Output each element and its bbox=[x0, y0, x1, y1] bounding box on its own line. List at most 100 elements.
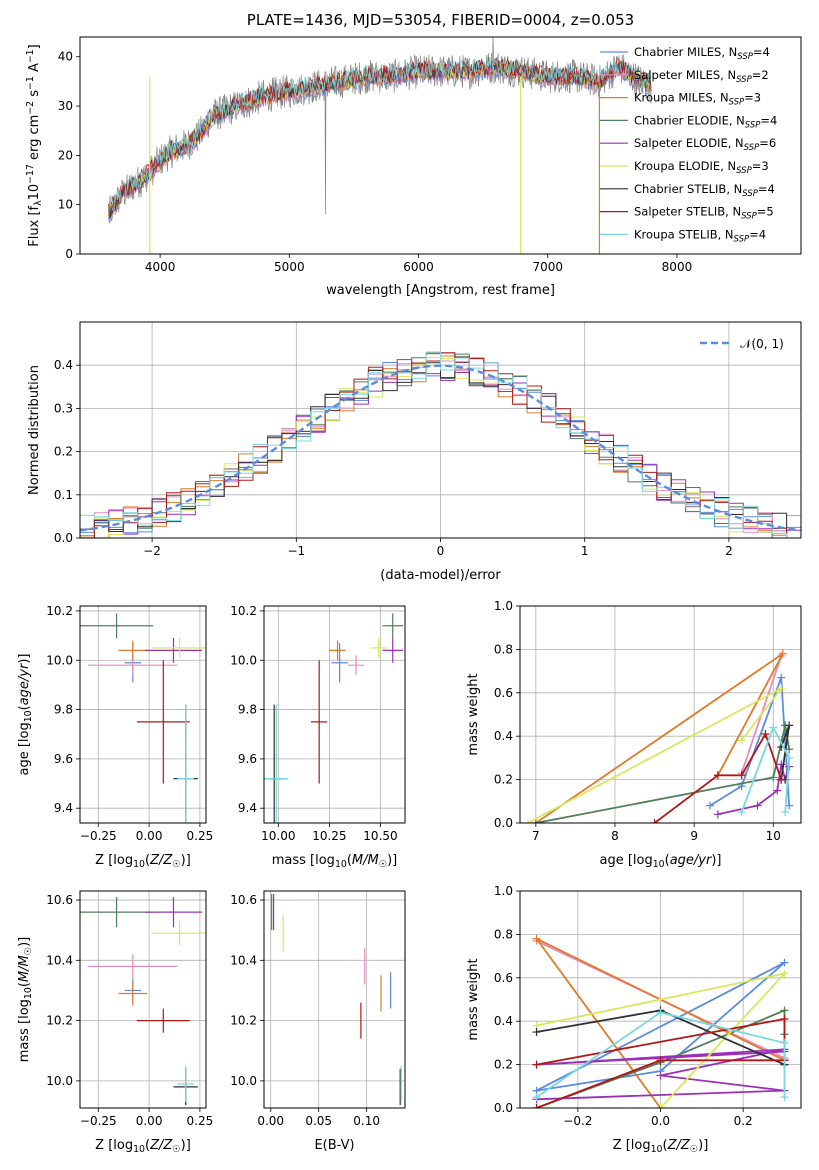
weight-point bbox=[705, 801, 714, 810]
axes-frame bbox=[263, 605, 406, 824]
y-tick-label: 9.4 bbox=[54, 801, 73, 815]
age-vs-metallicity-panel: −0.25 0.00 0.25 9.4 9.6 9.8 10.0 10.2 Z [log10(Z… bbox=[17, 604, 213, 870]
model-spectrum bbox=[108, 54, 652, 215]
weight-point bbox=[780, 1093, 789, 1102]
y-tick-label: 40 bbox=[58, 50, 73, 64]
x-tick-label: 0.05 bbox=[305, 1114, 332, 1128]
axes-frame bbox=[79, 321, 802, 539]
mass-vs-ebv-panel: 0.00 0.05 0.10 10.0 10.2 10.4 10.6 E(B-V) bbox=[230, 890, 406, 1153]
axes-frame bbox=[519, 605, 802, 824]
x-axis-label: Z [log10(Z/Z☉)] bbox=[95, 853, 191, 870]
x-tick-label: 0.00 bbox=[136, 829, 163, 843]
y-tick-label: 30 bbox=[58, 99, 73, 113]
y-tick-label: 0.4 bbox=[494, 1014, 513, 1028]
x-tick-label: 10.50 bbox=[363, 829, 397, 843]
weight-line bbox=[709, 677, 790, 807]
x-axis-label: Z [log10(Z/Z☉)] bbox=[613, 1138, 709, 1155]
y-tick-label: 10.4 bbox=[230, 953, 257, 967]
y-tick-label: 10.0 bbox=[46, 1074, 73, 1088]
weight-point bbox=[769, 723, 778, 732]
normal-curve bbox=[80, 364, 799, 532]
weight-line bbox=[717, 764, 790, 816]
y-tick-label: 0.6 bbox=[494, 686, 513, 700]
legend-label: 𝒩(0, 1) bbox=[740, 337, 784, 351]
x-tick-label: −2 bbox=[143, 544, 161, 558]
plot-area bbox=[532, 934, 789, 1108]
x-tick-label: 0.25 bbox=[187, 829, 214, 843]
x-tick-label: 10.00 bbox=[261, 829, 295, 843]
plot-area bbox=[108, 37, 652, 254]
y-tick-label: 0.3 bbox=[54, 401, 73, 415]
axes-frame bbox=[79, 605, 207, 824]
y-tick-label: 0.4 bbox=[54, 358, 73, 372]
x-tick-label: 0.10 bbox=[353, 1114, 380, 1128]
y-tick-label: 10 bbox=[58, 198, 73, 212]
x-tick-label: 8 bbox=[611, 829, 619, 843]
y-tick-label: 0.8 bbox=[494, 927, 513, 941]
weight-point bbox=[780, 958, 789, 967]
y-tick-label: 10.2 bbox=[46, 1014, 73, 1028]
legend-label: Chabrier MILES, NSSP=4 bbox=[634, 45, 770, 62]
weight-point bbox=[650, 819, 659, 823]
residual-panel: −2 −1 0 1 2 0.0 0.1 0.2 0.3 0.4 (data-model)/error… bbox=[27, 321, 802, 583]
weight-point bbox=[777, 684, 786, 693]
weight-point bbox=[773, 786, 782, 795]
y-tick-label: 10.0 bbox=[46, 653, 73, 667]
weight-line bbox=[535, 652, 784, 823]
y-tick-label: 10.2 bbox=[230, 1014, 257, 1028]
weight-point bbox=[532, 934, 541, 943]
weight-line bbox=[740, 725, 791, 813]
x-tick-label: 9 bbox=[690, 829, 698, 843]
weight-point bbox=[531, 819, 540, 823]
x-tick-label: 10 bbox=[766, 829, 781, 843]
x-axis-label: mass [log10(M/M☉)] bbox=[272, 853, 398, 870]
axes-frame bbox=[263, 890, 406, 1109]
weight-point bbox=[737, 771, 746, 780]
x-tick-label: 6000 bbox=[403, 260, 434, 274]
weight-point bbox=[753, 801, 762, 810]
y-tick-label: 10.2 bbox=[46, 604, 73, 618]
y-tick-label: 10.6 bbox=[46, 893, 73, 907]
plot-area bbox=[264, 613, 403, 823]
y-axis-label: mass [log10(M/M☉)] bbox=[17, 937, 34, 1063]
weight-line bbox=[536, 961, 786, 1092]
y-tick-label: 10.0 bbox=[230, 653, 257, 667]
weight-line bbox=[527, 687, 782, 823]
y-tick-label: 0 bbox=[65, 247, 73, 261]
weight-point bbox=[780, 1038, 789, 1047]
y-tick-label: 10.2 bbox=[230, 604, 257, 618]
weight-point bbox=[713, 810, 722, 819]
y-tick-label: 10.6 bbox=[230, 893, 257, 907]
weight-point bbox=[780, 1015, 789, 1024]
y-tick-label: 10.0 bbox=[230, 1074, 257, 1088]
weight-point bbox=[532, 1028, 541, 1037]
weight-point bbox=[656, 1008, 665, 1017]
y-axis-label: Normed distribution bbox=[27, 365, 42, 495]
y-tick-label: 0.2 bbox=[494, 773, 513, 787]
x-tick-label: 4000 bbox=[145, 260, 176, 274]
plot-area bbox=[80, 897, 206, 1105]
y-tick-label: 0.0 bbox=[494, 1101, 513, 1115]
weight-point bbox=[656, 1056, 665, 1065]
legend: 𝒩(0, 1) bbox=[700, 337, 784, 351]
legend-label: Kroupa MILES, NSSP=3 bbox=[634, 91, 761, 108]
y-tick-label: 1.0 bbox=[494, 599, 513, 613]
axes-frame bbox=[79, 890, 207, 1109]
weight-point bbox=[713, 771, 722, 780]
x-tick-label: 0.2 bbox=[734, 1114, 753, 1128]
y-axis-label: mass weight bbox=[466, 673, 481, 755]
x-axis-label: Z [log10(Z/Z☉)] bbox=[95, 1138, 191, 1155]
weight-point bbox=[532, 1104, 541, 1108]
weight-point bbox=[780, 1006, 789, 1015]
plot-area bbox=[523, 649, 794, 823]
x-tick-label: −0.2 bbox=[563, 1114, 592, 1128]
x-tick-label: 0.00 bbox=[257, 1114, 284, 1128]
x-tick-label: 0.00 bbox=[136, 1114, 163, 1128]
plot-area bbox=[271, 894, 402, 1105]
legend-label: Salpeter STELIB, NSSP=5 bbox=[634, 205, 774, 222]
x-axis-label: age [log10(age/yr)] bbox=[599, 853, 721, 870]
x-tick-label: −0.25 bbox=[80, 829, 117, 843]
model-spectrum bbox=[108, 55, 652, 219]
y-tick-label: 9.6 bbox=[238, 752, 257, 766]
